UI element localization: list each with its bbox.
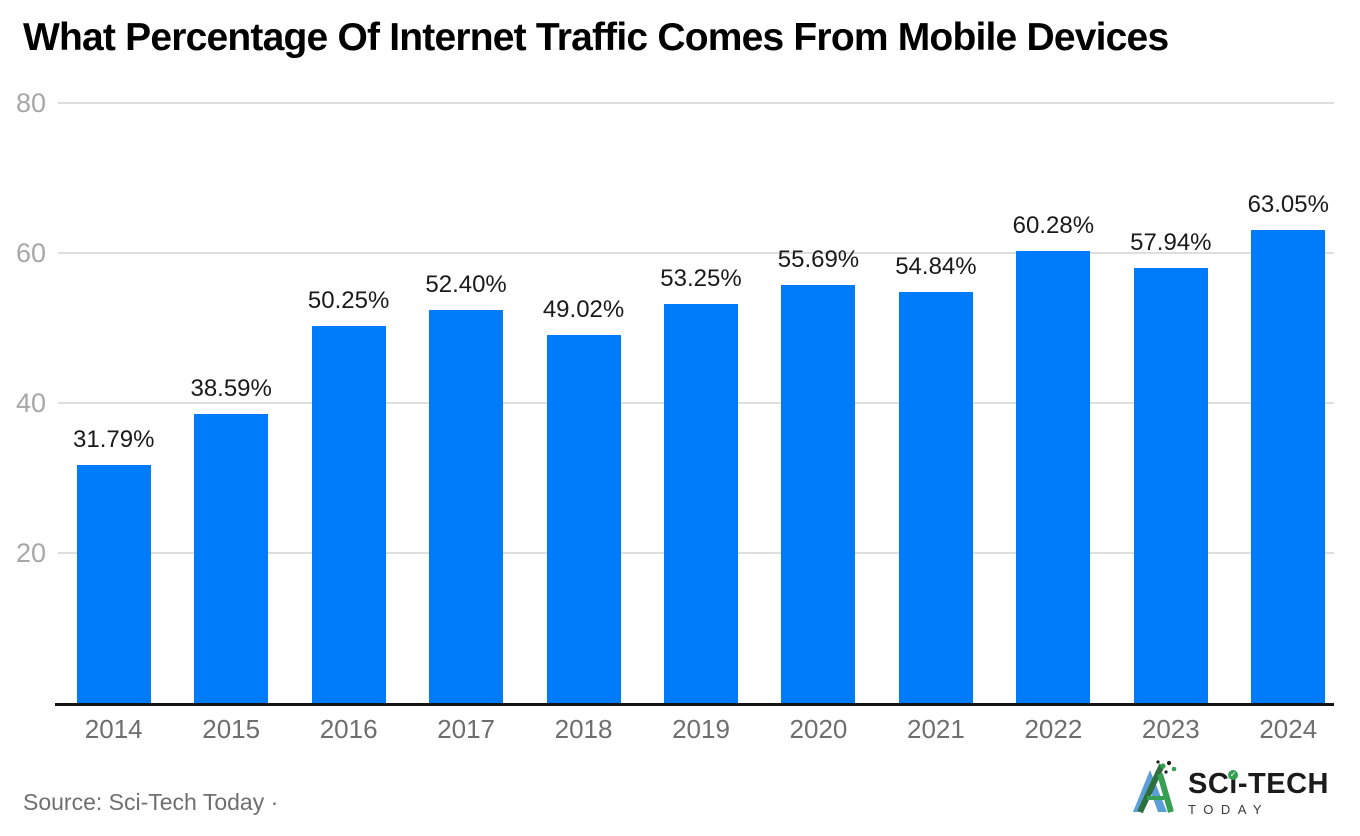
bar-value-label: 60.28%	[1012, 211, 1095, 239]
logo-letter-i: ı ✓	[1228, 768, 1239, 800]
bar	[194, 413, 269, 703]
bar-value-label: 50.25%	[307, 287, 390, 315]
logo-text: SCı ✓ -TECH TODAY	[1188, 760, 1329, 818]
chart-title: What Percentage Of Internet Traffic Come…	[23, 16, 1169, 59]
bar-value-label: 57.94%	[1130, 229, 1212, 257]
x-axis-line	[55, 703, 1334, 706]
gridline	[58, 102, 1334, 104]
bar-value-label: 55.69%	[777, 246, 860, 274]
gridline	[58, 252, 1334, 254]
x-tick-label: 2015	[202, 714, 261, 744]
bar	[1133, 268, 1208, 703]
bar-value-label: 38.59%	[190, 374, 272, 402]
bar	[311, 326, 386, 703]
bar	[1016, 250, 1091, 703]
bar	[781, 285, 856, 703]
x-tick-label: 2020	[789, 714, 848, 744]
x-tick-label: 2014	[84, 714, 143, 744]
bar-value-label: 53.25%	[660, 264, 742, 292]
bar-value-label: 31.79%	[73, 425, 155, 453]
logo-mark-icon	[1133, 760, 1177, 814]
logo-part1: SC	[1188, 768, 1230, 800]
x-tick-label: 2018	[554, 714, 613, 744]
logo-part2: -TECH	[1237, 768, 1329, 800]
bar-value-label: 63.05%	[1247, 191, 1329, 219]
source-text: Source: Sci-Tech Today ·	[23, 789, 279, 815]
x-tick-label: 2017	[437, 714, 495, 744]
logo-check-icon: ✓	[1228, 770, 1239, 780]
logo-wordmark: SCı ✓ -TECH	[1188, 769, 1329, 799]
y-tick-label: 80	[15, 88, 46, 118]
bar	[429, 310, 504, 703]
x-tick-label: 2023	[1141, 714, 1200, 744]
x-tick-label: 2021	[906, 714, 965, 744]
bar-value-label: 49.02%	[542, 296, 625, 324]
y-tick-label: 60	[15, 238, 46, 268]
bar	[1251, 230, 1326, 703]
bar-value-label: 54.84%	[895, 252, 977, 280]
x-tick-label: 2022	[1024, 714, 1083, 744]
x-tick-label: 2019	[672, 714, 730, 744]
x-tick-label: 2016	[319, 714, 378, 744]
y-tick-label: 40	[15, 388, 46, 418]
brand-logo: SCı ✓ -TECH TODAY	[1131, 760, 1329, 818]
x-tick-label: 2024	[1259, 714, 1318, 744]
y-tick-label: 20	[15, 538, 46, 568]
bar	[546, 335, 621, 703]
bar	[664, 303, 738, 703]
bar	[76, 464, 151, 703]
bar	[898, 291, 973, 703]
bar-value-label: 52.40%	[425, 271, 507, 298]
logo-tagline: TODAY	[1188, 802, 1270, 817]
